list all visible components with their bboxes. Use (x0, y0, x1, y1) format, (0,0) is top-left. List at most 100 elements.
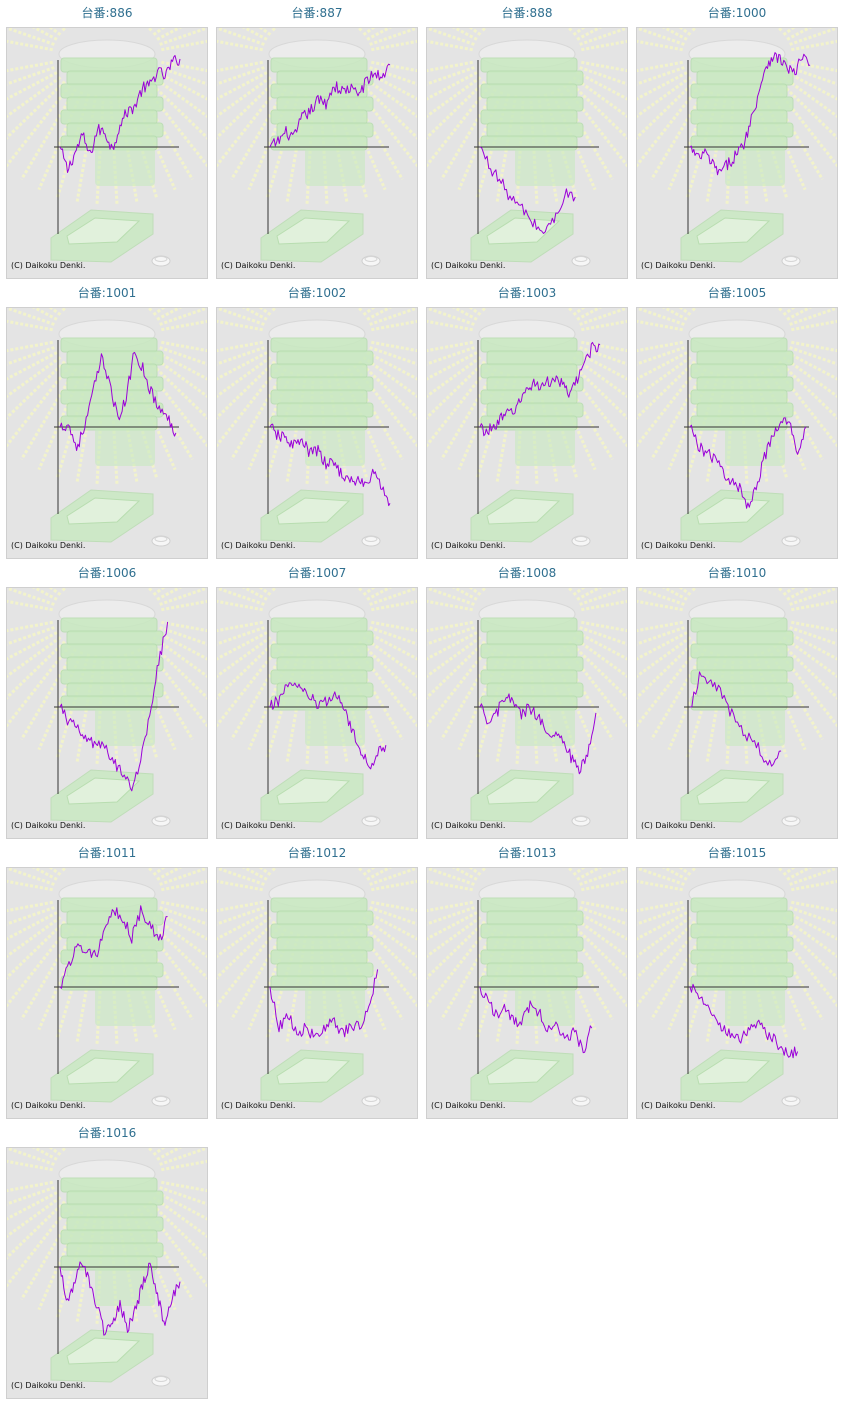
copyright-credit: (C) Daikoku Denki. (11, 1101, 85, 1110)
machine-number-title[interactable]: 台番:1016 (77, 1126, 137, 1140)
tray-illustration (470, 1049, 574, 1103)
slump-graph: (C) Daikoku Denki. (427, 28, 627, 270)
coin-illustration (361, 815, 381, 827)
machine-number-title[interactable]: 台番:1010 (707, 566, 767, 580)
slump-graph: (C) Daikoku Denki. (427, 308, 627, 550)
graph-frame: (C) Daikoku Denki. (636, 307, 838, 559)
stacked-trays-illustration (688, 319, 794, 466)
slump-graph: (C) Daikoku Denki. (217, 588, 417, 830)
machine-number-title[interactable]: 台番:1001 (77, 286, 137, 300)
copyright-credit: (C) Daikoku Denki. (431, 261, 505, 270)
machine-number-title[interactable]: 台番:1006 (77, 566, 137, 580)
tray-illustration (260, 769, 364, 823)
stacked-trays-illustration (58, 1159, 164, 1306)
copyright-credit: (C) Daikoku Denki. (431, 1101, 505, 1110)
machine-number-title[interactable]: 台番:1005 (707, 286, 767, 300)
graph-frame: (C) Daikoku Denki. (426, 27, 628, 279)
graph-frame: (C) Daikoku Denki. (216, 587, 418, 839)
background-illustration (7, 1148, 207, 1387)
stacked-trays-illustration (268, 879, 374, 1026)
copyright-credit: (C) Daikoku Denki. (431, 541, 505, 550)
graph-frame: (C) Daikoku Denki. (216, 867, 418, 1119)
slump-line (689, 983, 799, 1059)
tray-illustration (260, 489, 364, 543)
machine-number-title[interactable]: 台番:888 (501, 6, 553, 20)
graph-frame: (C) Daikoku Denki. (636, 587, 838, 839)
copyright-credit: (C) Daikoku Denki. (221, 1101, 295, 1110)
slump-line (689, 417, 807, 509)
slump-graph: (C) Daikoku Denki. (427, 868, 627, 1110)
coin-illustration (571, 815, 591, 827)
slump-line (479, 146, 576, 234)
copyright-credit: (C) Daikoku Denki. (221, 261, 295, 270)
coin-illustration (361, 1095, 381, 1107)
machine-number-title[interactable]: 台番:1015 (707, 846, 767, 860)
copyright-credit: (C) Daikoku Denki. (641, 541, 715, 550)
machine-number-title[interactable]: 台番:1002 (287, 286, 347, 300)
slump-graph: (C) Daikoku Denki. (427, 588, 627, 830)
background-illustration (637, 868, 837, 1107)
graph-frame: (C) Daikoku Denki. (216, 307, 418, 559)
slump-graph: (C) Daikoku Denki. (7, 1148, 207, 1390)
graph-frame: (C) Daikoku Denki. (426, 587, 628, 839)
coin-illustration (571, 255, 591, 267)
machine-number-title[interactable]: 台番:886 (81, 6, 133, 20)
copyright-credit: (C) Daikoku Denki. (11, 541, 85, 550)
slump-graph: (C) Daikoku Denki. (217, 28, 417, 270)
background-illustration (637, 588, 837, 827)
slump-graph: (C) Daikoku Denki. (7, 868, 207, 1110)
coin-illustration (151, 255, 171, 267)
coin-illustration (571, 535, 591, 547)
coin-illustration (361, 255, 381, 267)
tray-illustration (470, 769, 574, 823)
slump-line (689, 52, 811, 176)
background-illustration (217, 868, 417, 1107)
machine-number-title[interactable]: 台番:1003 (497, 286, 557, 300)
copyright-credit: (C) Daikoku Denki. (11, 1381, 85, 1390)
tray-illustration (260, 1049, 364, 1103)
coin-illustration (781, 255, 801, 267)
slump-line (59, 905, 168, 989)
slump-line (269, 423, 391, 507)
machine-number-title[interactable]: 台番:1000 (707, 6, 767, 20)
machine-number-title[interactable]: 台番:1008 (497, 566, 557, 580)
tray-illustration (470, 489, 574, 543)
machine-number-title[interactable]: 台番:1012 (287, 846, 347, 860)
tray-illustration (680, 1049, 784, 1103)
slump-graph: (C) Daikoku Denki. (637, 588, 837, 830)
stacked-trays-illustration (268, 39, 374, 186)
stacked-trays-illustration (688, 599, 794, 746)
slump-line (59, 351, 177, 451)
graph-frame: (C) Daikoku Denki. (6, 587, 208, 839)
tray-illustration (50, 1049, 154, 1103)
background-illustration (7, 28, 207, 267)
stacked-trays-illustration (478, 599, 584, 746)
slump-graph: (C) Daikoku Denki. (7, 308, 207, 550)
machine-number-title[interactable]: 台番:887 (291, 6, 343, 20)
coin-illustration (781, 815, 801, 827)
tray-illustration (50, 489, 154, 543)
stacked-trays-illustration (58, 39, 164, 186)
machine-number-title[interactable]: 台番:1013 (497, 846, 557, 860)
coin-illustration (151, 1375, 171, 1387)
slump-line (269, 63, 391, 148)
graph-frame: (C) Daikoku Denki. (426, 307, 628, 559)
machine-number-title[interactable]: 台番:1011 (77, 846, 137, 860)
slump-line (269, 682, 387, 770)
stacked-trays-illustration (478, 39, 584, 186)
tray-illustration (470, 209, 574, 263)
slump-graph: (C) Daikoku Denki. (637, 28, 837, 270)
background-illustration (217, 308, 417, 547)
copyright-credit: (C) Daikoku Denki. (431, 821, 505, 830)
machine-number-title[interactable]: 台番:1007 (287, 566, 347, 580)
graph-frame: (C) Daikoku Denki. (6, 867, 208, 1119)
coin-illustration (781, 1095, 801, 1107)
background-illustration (427, 308, 627, 547)
graph-frame: (C) Daikoku Denki. (6, 1147, 208, 1399)
slump-line (479, 341, 601, 437)
slump-graph: (C) Daikoku Denki. (7, 588, 207, 830)
coin-illustration (151, 1095, 171, 1107)
slump-line (59, 1261, 181, 1336)
graph-frame: (C) Daikoku Denki. (426, 867, 628, 1119)
tray-illustration (50, 1329, 154, 1383)
